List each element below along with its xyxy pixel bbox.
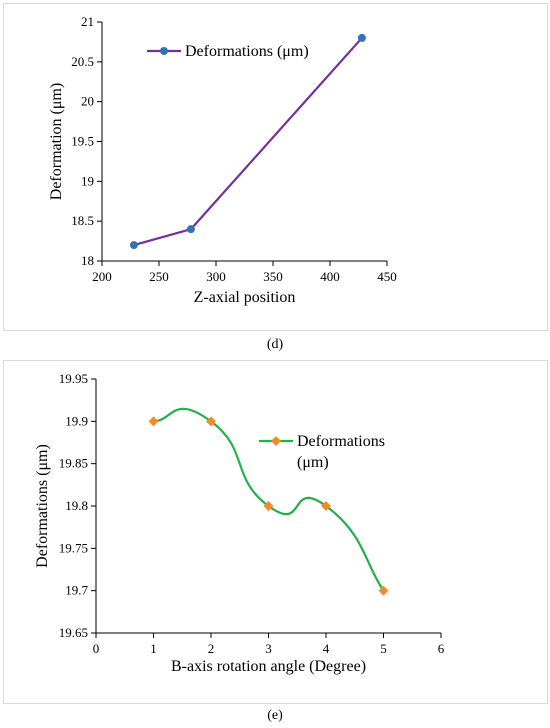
chart-e-x-tick-label: 1 bbox=[150, 641, 157, 656]
chart-e-y-tick-label: 19.85 bbox=[59, 456, 88, 471]
chart-e-data-point bbox=[206, 416, 216, 427]
chart-e-data-point bbox=[321, 501, 331, 511]
chart-e-x-tick-label: 0 bbox=[93, 641, 100, 656]
chart-e: 19.65 19.7 19.75 19.8 19.85 19.9 19.95 0 1 2 3 4 5 6 B… bbox=[34, 371, 445, 675]
chart-e-y-tick-label: 19.9 bbox=[65, 413, 88, 428]
chart-e-x-tick-label: 2 bbox=[208, 641, 215, 656]
chart-d-y-tick-label: 18.5 bbox=[71, 213, 94, 228]
chart-panel-d: 18 18.5 19 19.5 20 20.5 21 200 250 300 350 400 450 Z-… bbox=[3, 3, 548, 331]
chart-d-y-tick-label: 20 bbox=[81, 94, 94, 109]
chart-d-y-tick-label: 19.5 bbox=[71, 134, 94, 149]
chart-d-y-tick-label: 20.5 bbox=[71, 54, 94, 69]
chart-e-legend-label: Deformations bbox=[297, 433, 385, 450]
caption-e: (e) bbox=[267, 708, 283, 723]
chart-d-data-point bbox=[129, 241, 138, 250]
chart-e-data-point bbox=[148, 416, 159, 427]
chart-e-x-tick-label: 4 bbox=[323, 641, 330, 656]
chart-panel-e: 19.65 19.7 19.75 19.8 19.85 19.9 19.95 0 1 2 3 4 5 6 B… bbox=[3, 360, 548, 704]
chart-d-x-axis-title: Z-axial position bbox=[194, 289, 296, 306]
chart-e-y-tick-label: 19.65 bbox=[59, 625, 88, 640]
chart-e-x-tick-label: 3 bbox=[265, 641, 272, 656]
chart-d-series-line bbox=[133, 37, 363, 247]
caption-d: (d) bbox=[266, 337, 284, 352]
chart-e-y-axis-title: Deformations (μm) bbox=[34, 444, 51, 568]
chart-d-x-tick-label: 400 bbox=[320, 269, 340, 284]
chart-e-x-tick-label: 5 bbox=[380, 641, 387, 656]
chart-e-y-tick-label: 19.75 bbox=[59, 540, 88, 555]
chart-e-y-tick-label: 19.8 bbox=[65, 498, 88, 513]
chart-d-legend-marker bbox=[160, 47, 168, 55]
chart-e-x-axis-title: B-axis rotation angle (Degree) bbox=[171, 658, 366, 675]
chart-e-y-tick-label: 19.95 bbox=[59, 371, 88, 386]
chart-d-x-tick-label: 300 bbox=[206, 269, 226, 284]
chart-e-x-tick-label: 6 bbox=[438, 641, 445, 656]
chart-e-data-point bbox=[378, 585, 389, 596]
chart-d-legend-label: Deformations (μm) bbox=[185, 43, 309, 60]
chart-d-y-axis-title: Deformation (μm) bbox=[48, 83, 65, 200]
chart-d-x-tick-label: 200 bbox=[92, 269, 112, 284]
chart-d-x-tick-label: 450 bbox=[377, 269, 397, 284]
chart-d-y-tick-label: 21 bbox=[81, 14, 94, 29]
chart-e-data-point bbox=[263, 501, 274, 511]
chart-d-data-point bbox=[186, 225, 195, 234]
chart-d-y-tick-label: 19 bbox=[81, 173, 94, 188]
chart-d-y-tick-label: 18 bbox=[81, 253, 94, 268]
chart-e-y-tick-label: 19.7 bbox=[65, 583, 88, 598]
chart-e-legend-marker bbox=[271, 436, 281, 446]
chart-d-data-point bbox=[357, 33, 366, 42]
chart-e-legend-label: (μm) bbox=[297, 454, 329, 471]
chart-d-x-tick-label: 350 bbox=[263, 269, 283, 284]
chart-d: 18 18.5 19 19.5 20 20.5 21 200 250 300 350 400 450 Z-… bbox=[48, 14, 397, 306]
chart-d-x-tick-label: 250 bbox=[149, 269, 169, 284]
